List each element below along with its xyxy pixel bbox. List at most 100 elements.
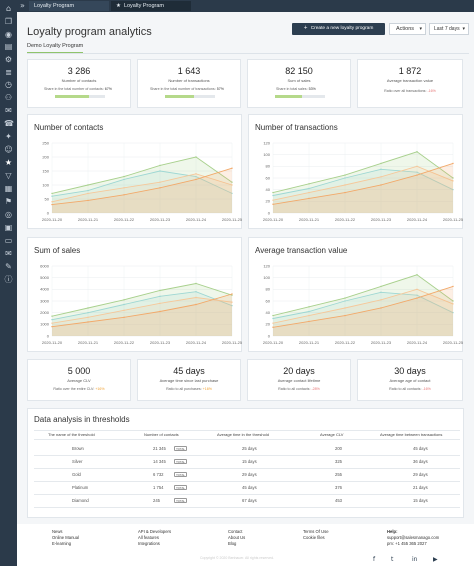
series-point (344, 314, 346, 317)
home-icon[interactable]: ⌂ (5, 4, 12, 13)
settings-icon[interactable]: ⚙ (4, 55, 13, 64)
footer-help: Help: support@salesmanago.com pm: +1 455… (387, 529, 439, 547)
phone-icon[interactable]: ☎ (4, 119, 14, 128)
create-loyalty-program-button[interactable]: + Create a new loyalty program (292, 23, 385, 35)
row-divider (34, 455, 460, 456)
footer-link[interactable]: API & Developers (138, 529, 172, 534)
series-point (159, 181, 161, 183)
series-point (272, 194, 274, 197)
series-point (195, 303, 197, 306)
actions-button[interactable]: Actions ▾ (389, 23, 426, 35)
x-tick-label: 2020-11-23 (150, 217, 171, 222)
flag-icon[interactable]: ⚑ (4, 197, 13, 206)
help-email-link[interactable]: support@salesmanago.com (387, 535, 440, 540)
x-tick-label: 2020-11-24 (186, 340, 207, 345)
stack-icon[interactable]: ≣ (5, 68, 12, 77)
tab-demo-loyalty-program[interactable]: Demo Loyalty Program (27, 43, 84, 53)
threshold-between: 29 days (413, 472, 428, 477)
grid-icon[interactable]: ▦ (4, 184, 13, 193)
share-label: Share in total sales: (276, 87, 308, 91)
info-icon[interactable]: ⓘ (4, 275, 13, 284)
ratio-text: Ratio over all transactions: -16% (358, 89, 462, 93)
stat-value: 1 643 (177, 66, 201, 76)
star-icon[interactable]: ★ (4, 158, 13, 167)
metric-card-clv: 5 000 Average CLV Ratio over the entire … (27, 359, 131, 401)
eye-icon[interactable]: ◉ (5, 30, 12, 39)
y-tick-label: 80 (266, 164, 271, 169)
wrench-icon[interactable]: ✎ (5, 262, 12, 271)
series-point (231, 304, 233, 307)
y-tick-label: 120 (263, 263, 270, 268)
star-icon: ★ (116, 3, 121, 9)
chevron-double-right-icon[interactable]: » (20, 1, 25, 10)
document-icon[interactable]: ▭ (4, 236, 13, 245)
footer-link[interactable]: About Us (228, 535, 246, 540)
youtube-icon[interactable]: ▶ (433, 556, 438, 563)
chat-icon[interactable]: ✉ (5, 106, 12, 115)
stat-value: 3 286 (67, 66, 91, 76)
series-point (51, 315, 53, 317)
footer-link[interactable]: E-learning (52, 541, 72, 546)
facebook-icon[interactable]: f (373, 556, 376, 563)
date-range-select[interactable]: Last 7 days ▾ (429, 23, 469, 35)
chart-contacts: 0 50 100 150 200 250 2020-11-20 2020-11-21 2020-… (42, 140, 243, 222)
footer-link[interactable]: Integrations (138, 541, 160, 546)
megaphone-icon[interactable]: ✦ (5, 132, 12, 141)
total-badge[interactable]: TOTAL (174, 459, 187, 464)
y-tick-label: 50 (45, 196, 50, 201)
stat-card-avg-transaction: 1 872 Average transaction value Ratio ov… (357, 59, 463, 108)
series-point (380, 176, 382, 178)
series-point (159, 164, 161, 167)
globe-icon[interactable]: ◎ (5, 210, 12, 219)
series-line (51, 293, 233, 328)
footer-col-3: Contact About Us Blog (228, 529, 245, 547)
footer-link[interactable]: Blog (228, 541, 237, 546)
series-point (123, 316, 125, 319)
ratio-value: -28% (311, 387, 320, 391)
total-badge[interactable]: TOTAL (174, 446, 187, 451)
metric-value: 20 days (283, 366, 315, 376)
total-badge[interactable]: TOTAL (174, 485, 187, 490)
footer-link[interactable]: Terms Of Use (303, 529, 329, 534)
mail-icon[interactable]: ✉ (5, 249, 12, 258)
footer-link[interactable]: All features (138, 535, 159, 540)
tab-loyalty-program-active[interactable]: ★ Loyalty Program (111, 1, 191, 11)
twitter-icon[interactable]: t (391, 556, 394, 563)
dashboard-icon[interactable]: ▤ (4, 42, 13, 51)
series-point (51, 322, 53, 324)
series-line (51, 156, 233, 194)
y-tick-label: 20 (266, 322, 271, 327)
total-badge[interactable]: TOTAL (174, 498, 187, 503)
users-icon[interactable]: ⚇ (4, 93, 13, 102)
footer-link[interactable]: Cookie files (303, 535, 325, 540)
series-point (452, 180, 454, 182)
date-range-value: Last 7 days (434, 26, 460, 32)
copy-icon[interactable]: ❐ (4, 17, 13, 26)
stat-card-contacts: 3 286 Number of contacts Share in the to… (27, 59, 131, 108)
share-value: 67% (104, 87, 112, 91)
series-point (272, 317, 274, 320)
x-tick-label: 2020-11-23 (150, 340, 171, 345)
footer-link[interactable]: News (52, 529, 63, 534)
footer-link[interactable]: Contact (228, 529, 243, 534)
x-tick-label: 2020-11-20 (42, 217, 63, 222)
series-point (452, 188, 454, 191)
funnel-icon[interactable]: ▽ (5, 171, 12, 180)
total-badge[interactable]: TOTAL (174, 472, 187, 477)
series-point (308, 320, 310, 323)
series-point (308, 306, 310, 308)
threshold-between: 15 days (413, 498, 428, 503)
threshold-name: Silver (72, 459, 83, 464)
calendar-icon[interactable]: ▣ (4, 223, 13, 232)
series-point (87, 316, 89, 319)
linkedin-icon[interactable]: in (412, 556, 418, 563)
series-point (123, 187, 125, 189)
tab-loyalty-program[interactable]: Loyalty Program (29, 1, 109, 11)
series-point (231, 294, 233, 296)
group-icon[interactable]: ☺ (4, 145, 13, 154)
footer-link[interactable]: Online Manual (52, 535, 80, 540)
metric-card-last-purchase: 45 days Average time since last purchase… (137, 359, 241, 401)
series-area (273, 286, 453, 336)
clock-icon[interactable]: ◷ (5, 80, 12, 89)
help-title: Help: (387, 529, 398, 534)
